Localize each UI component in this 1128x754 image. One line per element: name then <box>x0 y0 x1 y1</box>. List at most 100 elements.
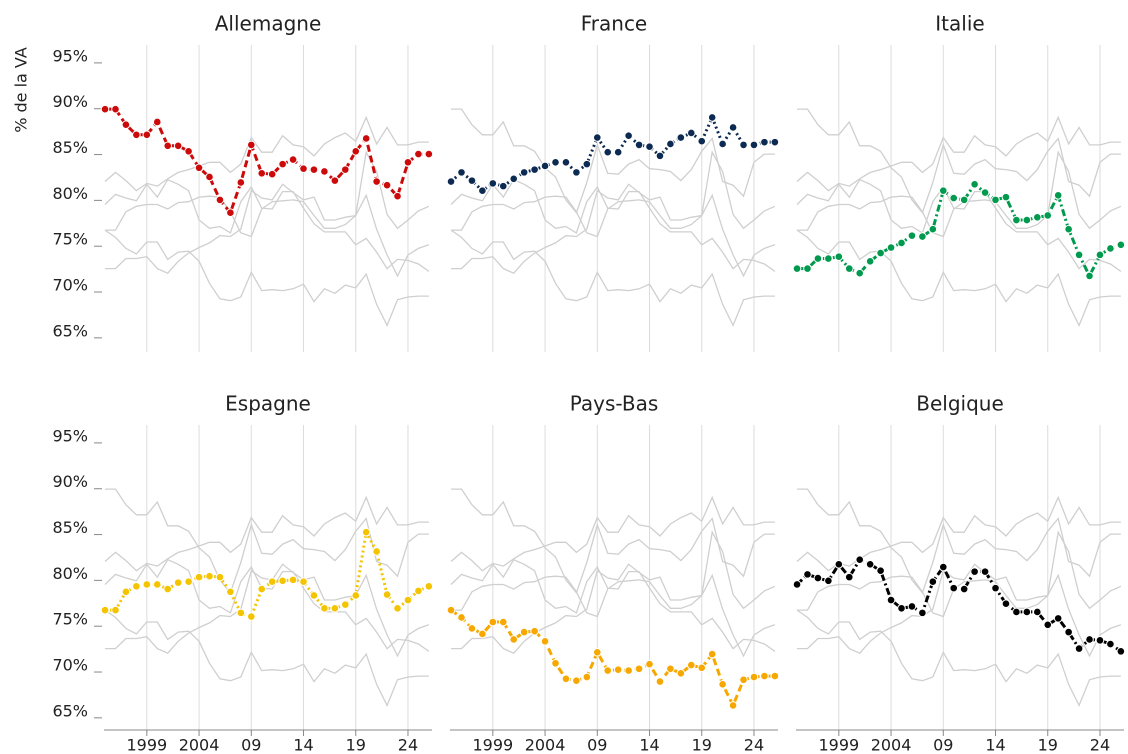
point <box>142 580 152 589</box>
point <box>813 573 823 583</box>
y-tick-label: 65% <box>52 701 88 720</box>
background-line <box>450 178 776 272</box>
point <box>686 128 696 138</box>
y-tick-label: 75% <box>52 230 88 249</box>
point <box>267 577 277 587</box>
point <box>718 139 727 149</box>
point <box>928 577 938 587</box>
point <box>603 147 613 157</box>
point <box>498 181 508 191</box>
x-tick-label: 14 <box>293 736 313 754</box>
background-line <box>104 558 430 652</box>
point <box>309 165 319 174</box>
background-line <box>451 108 775 215</box>
point <box>949 193 959 203</box>
point <box>509 174 519 184</box>
point <box>938 562 948 572</box>
point <box>1106 244 1115 253</box>
point <box>739 675 748 685</box>
point <box>132 581 141 591</box>
point <box>676 133 686 142</box>
point <box>320 167 329 176</box>
point <box>865 559 875 569</box>
point <box>267 169 277 179</box>
point <box>173 578 183 587</box>
background-line <box>451 183 776 278</box>
background-line <box>796 609 1121 707</box>
point <box>111 605 120 615</box>
point <box>467 624 477 633</box>
point <box>278 576 287 586</box>
point <box>844 264 854 273</box>
background-line <box>451 563 776 658</box>
point <box>194 572 204 582</box>
background-line <box>797 108 1121 215</box>
point <box>1074 250 1084 260</box>
point <box>572 676 581 685</box>
point <box>1053 190 1063 200</box>
series-line <box>105 527 430 619</box>
background-line <box>450 229 775 327</box>
point <box>749 140 759 150</box>
point <box>467 176 477 185</box>
point <box>1074 644 1084 653</box>
background-line <box>797 488 1121 595</box>
point <box>194 163 204 173</box>
point <box>938 186 948 196</box>
point <box>897 603 906 613</box>
point <box>655 677 665 686</box>
point <box>1043 620 1053 630</box>
point <box>770 671 780 681</box>
point <box>540 161 550 171</box>
x-tick-label: 19 <box>692 736 712 754</box>
point <box>624 131 633 141</box>
point <box>320 603 329 613</box>
background-line <box>797 530 1122 618</box>
point <box>478 629 487 639</box>
background-line <box>104 609 429 707</box>
point <box>163 584 173 594</box>
point <box>760 137 769 147</box>
x-tick-label: 24 <box>398 736 418 754</box>
x-tick-label: 19 <box>346 736 366 754</box>
background-line <box>105 563 430 658</box>
point <box>361 527 371 537</box>
point <box>152 117 162 127</box>
point <box>309 591 319 600</box>
series-line <box>105 107 429 216</box>
background-line <box>104 178 430 272</box>
point <box>393 191 402 201</box>
point <box>655 151 665 161</box>
point <box>728 123 738 132</box>
point <box>970 567 979 576</box>
point <box>551 158 560 167</box>
point <box>697 136 707 146</box>
point <box>728 701 738 710</box>
series-line <box>450 113 775 193</box>
panel-title: Allemagne <box>215 12 322 36</box>
point <box>488 179 498 188</box>
point <box>1032 607 1042 617</box>
point <box>372 547 381 556</box>
background-line <box>105 150 430 238</box>
background-line <box>451 530 776 618</box>
point <box>184 577 193 587</box>
point <box>1022 607 1032 617</box>
point <box>246 140 256 150</box>
point <box>551 658 560 668</box>
point <box>813 254 823 263</box>
series-line <box>795 557 1122 653</box>
point <box>288 155 298 164</box>
point <box>424 149 434 159</box>
background-line <box>451 150 776 238</box>
point <box>519 168 529 177</box>
background-line <box>796 115 1121 192</box>
point <box>330 603 340 613</box>
point <box>834 252 844 261</box>
point <box>519 627 529 637</box>
point <box>403 595 413 605</box>
point <box>226 587 235 597</box>
point <box>824 254 833 263</box>
point <box>530 165 539 174</box>
point <box>340 165 350 174</box>
